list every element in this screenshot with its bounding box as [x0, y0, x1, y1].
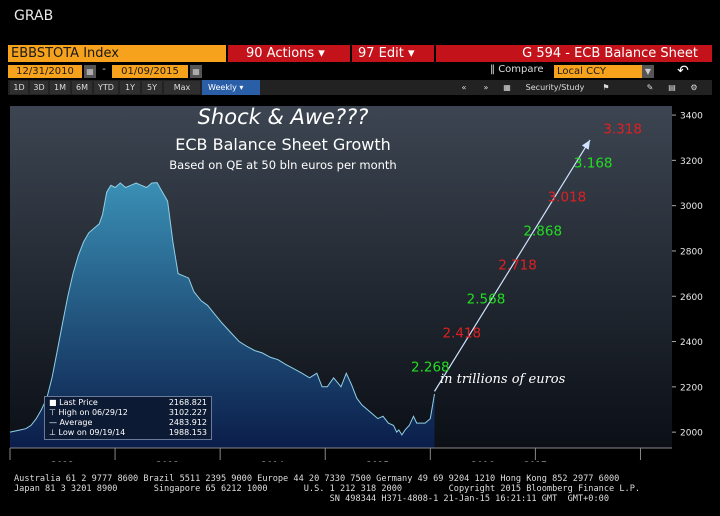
start-date-field[interactable]: 12/31/2010 — [8, 65, 82, 78]
chevron-down-icon[interactable]: ▼ — [642, 65, 654, 78]
series-line — [9, 182, 435, 436]
x-tick-label: 2017 — [524, 461, 547, 462]
range-button[interactable]: 1M — [50, 81, 70, 94]
compare-button[interactable]: ‖ Compare — [490, 64, 544, 75]
range-button[interactable]: YTD — [94, 81, 118, 94]
legend-label: Low on 09/19/14 — [58, 428, 126, 437]
y-tick-label: 2000 — [680, 429, 703, 439]
y-tick-label: 2800 — [680, 247, 703, 257]
series-area — [10, 182, 435, 448]
footer-line: SN 498344 H371-4808-1 21-Jan-15 16:21:11… — [14, 494, 609, 504]
data-label: 3.318 — [603, 122, 642, 138]
edit-button[interactable]: 97 Edit ▾ — [352, 45, 434, 62]
x-tick-label: 2014 — [261, 461, 284, 462]
annotation-title: Shock & Awe??? — [198, 105, 369, 129]
x-axis: 2012 2013 2014 2015 2016 2017 — [9, 448, 641, 462]
date-separator: - — [102, 64, 106, 75]
legend-value: 2483.912 — [168, 418, 207, 427]
compare-icon: ‖ — [490, 64, 499, 75]
legend-label: High on 06/29/12 — [58, 408, 128, 417]
legend-row: ⊥ Low on 09/19/14 1988.153 — [49, 428, 207, 438]
legend-row: ■ Last Price 2168.821 — [49, 398, 207, 408]
security-study-button[interactable]: Security/Study — [525, 83, 585, 92]
flag-icon[interactable]: ⚑ — [602, 83, 610, 92]
data-label: 2.418 — [443, 325, 482, 341]
projection-arrowhead — [581, 139, 591, 150]
range-button[interactable]: 5Y — [142, 81, 162, 94]
range-button[interactable]: 6M — [72, 81, 92, 94]
frequency-select[interactable]: Weekly ▾ — [202, 80, 260, 95]
range-button[interactable]: Max — [164, 81, 200, 94]
chart-type-icon[interactable]: ▦ — [503, 83, 511, 92]
ticker-field[interactable]: EBBSTOTA Index — [8, 45, 226, 62]
currency-select[interactable]: Local CCY — [554, 65, 642, 78]
x-tick-label: 2013 — [156, 461, 179, 462]
y-tick-label: 3000 — [680, 202, 703, 212]
y-axis: 2000 2200 2400 2600 2800 3000 3200 3400 — [10, 112, 703, 449]
range-button[interactable]: 1Y — [120, 81, 140, 94]
average-line-icon: — — [49, 418, 57, 427]
high-marker-icon: ⊤ — [49, 408, 56, 417]
calendar-icon[interactable]: ▦ — [84, 65, 96, 78]
footer: Australia 61 2 9777 8600 Brazil 5511 239… — [14, 474, 714, 504]
legend-value: 2168.821 — [168, 398, 207, 407]
range-button[interactable]: 3D — [30, 81, 48, 94]
data-label: 2.568 — [467, 291, 506, 307]
scroll-left-icon[interactable]: « — [461, 83, 467, 92]
legend-label: Last Price — [59, 398, 98, 407]
data-label: 2.868 — [523, 224, 562, 240]
y-tick-label: 2400 — [680, 338, 703, 348]
y-tick-label: 3400 — [680, 112, 703, 122]
y-tick-label: 3200 — [680, 157, 703, 167]
legend: ■ Last Price 2168.821 ⊤ High on 06/29/12 3… — [44, 396, 212, 440]
annotation-subsubtitle: Based on QE at 50 bln euros per month — [169, 158, 396, 172]
footer-line: Japan 81 3 3201 8900 Singapore 65 6212 1… — [14, 484, 641, 494]
low-marker-icon: ⊥ — [49, 428, 56, 437]
chart-title-bar: G 594 - ECB Balance Sheet — [436, 45, 712, 62]
last-price-icon: ■ — [49, 398, 57, 407]
calendar-icon[interactable]: ▦ — [190, 65, 202, 78]
toolbar: 1D 3D 1M 6M YTD 1Y 5Y Max « » ▦ Security… — [8, 80, 712, 95]
back-arrow-icon[interactable]: ↶ — [677, 63, 689, 79]
legend-label: Average — [59, 418, 93, 427]
data-label: 3.018 — [548, 190, 587, 206]
x-tick-label: 2015 — [366, 461, 389, 462]
legend-value: 3102.227 — [168, 408, 207, 417]
data-labels: 2.268 2.418 2.568 2.718 2.868 3.018 3.168 3.318 — [411, 122, 642, 376]
data-label: 3.168 — [574, 156, 613, 172]
compare-label: Compare — [498, 64, 544, 75]
actions-button[interactable]: 90 Actions ▾ — [228, 45, 350, 62]
y-tick-label: 2200 — [680, 383, 703, 393]
x-tick-label: 2016 — [471, 461, 494, 462]
footer-line: Australia 61 2 9777 8600 Brazil 5511 239… — [14, 474, 620, 484]
end-date-field[interactable]: 01/09/2015 — [112, 65, 188, 78]
legend-row: — Average 2483.912 — [49, 418, 207, 428]
table-icon[interactable]: ▤ — [668, 83, 676, 92]
y-tick-label: 2600 — [680, 293, 703, 303]
series-layer — [9, 139, 591, 448]
gear-icon[interactable]: ⚙ — [690, 83, 698, 92]
data-label: 2.268 — [411, 359, 450, 375]
data-label: 2.718 — [498, 258, 537, 274]
projection-line — [434, 139, 591, 392]
range-button[interactable]: 1D — [10, 81, 28, 94]
x-tick-label: 2012 — [51, 461, 74, 462]
annotation-subtitle: ECB Balance Sheet Growth — [175, 135, 391, 154]
edit-icon[interactable]: ✎ — [646, 83, 654, 92]
scroll-right-icon[interactable]: » — [483, 83, 489, 92]
window-label: GRAB — [14, 8, 54, 24]
units-note: in trillions of euros — [440, 372, 566, 387]
legend-row: ⊤ High on 06/29/12 3102.227 — [49, 408, 207, 418]
legend-value: 1988.153 — [168, 428, 207, 437]
